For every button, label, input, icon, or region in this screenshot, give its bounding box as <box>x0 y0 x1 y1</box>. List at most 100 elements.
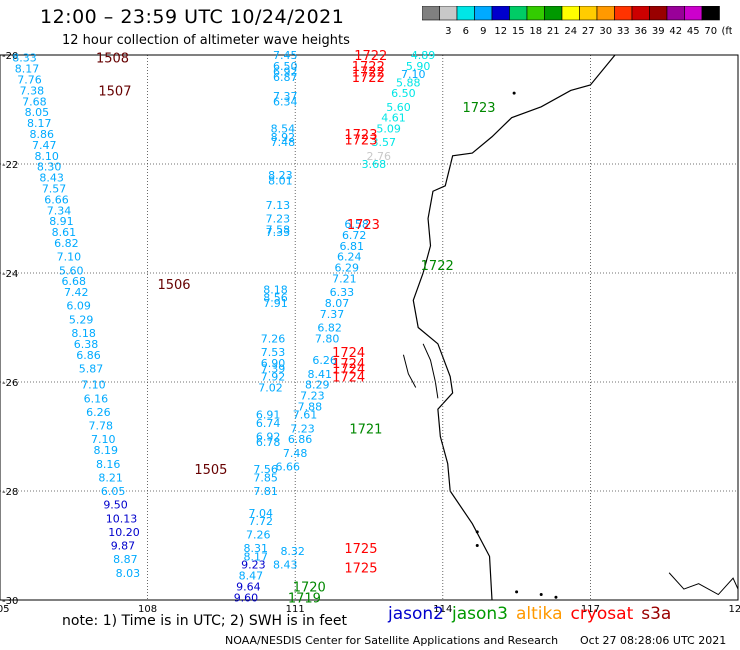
lat-tick-label: -22 <box>2 160 18 171</box>
pass-label: 1723 <box>462 101 495 116</box>
swh-value: 6.72 <box>342 229 367 242</box>
swh-value: 8.18 <box>263 283 288 296</box>
swh-value: 8.05 <box>25 106 49 119</box>
pass-label: 1507 <box>98 84 131 99</box>
swh-value: 8.41 <box>308 368 333 381</box>
swh-value: 6.29 <box>335 262 360 275</box>
swh-value: 9.50 <box>103 499 128 512</box>
satellite-name: jason3 <box>452 604 508 624</box>
swh-value: 7.23 <box>266 213 291 226</box>
swh-value: 8.17 <box>15 63 40 76</box>
legend-tick-label: 21 <box>547 26 560 37</box>
lat-tick-label: -26 <box>2 378 18 389</box>
swh-value: 7.13 <box>266 199 291 212</box>
swh-value: 8.21 <box>98 471 123 484</box>
swh-value: 5.90 <box>406 60 431 73</box>
credit-text: NOAA/NESDIS Center for Satellite Applica… <box>225 634 559 647</box>
swh-value: 6.26 <box>312 354 337 367</box>
swh-value: 6.68 <box>62 275 87 288</box>
swh-value: 7.10 <box>91 433 116 446</box>
swh-value: 8.23 <box>268 169 293 182</box>
lon-tick-label: 120 <box>728 604 740 615</box>
island <box>515 590 519 594</box>
swh-value: 6.92 <box>273 65 298 78</box>
swh-value: 3.68 <box>362 158 387 171</box>
lon-tick-label: 111 <box>286 604 305 615</box>
pass-label: 1505 <box>194 463 227 478</box>
swh-value: 7.39 <box>261 362 286 375</box>
swh-value: 6.58 <box>344 218 369 231</box>
pass-label: 1722 <box>421 259 454 274</box>
australia-coastline <box>412 54 616 601</box>
swh-value: 6.86 <box>76 349 101 362</box>
wave-height-values: 8.338.177.767.387.688.058.178.867.478.10… <box>12 49 435 604</box>
swh-value: 8.29 <box>305 379 330 392</box>
swh-value: 8.32 <box>280 545 305 558</box>
swh-value: 2.76 <box>367 150 392 163</box>
swh-value: 8.87 <box>113 553 138 566</box>
swh-value: 6.92 <box>256 431 281 444</box>
legend-tick-label: 42 <box>669 26 682 37</box>
pass-labels: 1508150715061505172217221722172217231723… <box>96 49 496 606</box>
island <box>554 595 558 599</box>
swh-value: 6.38 <box>74 338 99 351</box>
swh-value: 8.19 <box>93 444 118 457</box>
legend-tick-label: 45 <box>687 26 700 37</box>
coastline <box>402 54 739 601</box>
swh-value: 8.47 <box>239 569 264 582</box>
swh-value: 6.82 <box>317 322 342 335</box>
swh-value: 6.86 <box>288 433 313 446</box>
swh-value: 7.34 <box>47 204 72 217</box>
pass-label: 1722 <box>352 65 385 80</box>
satellite-name: s3a <box>641 604 672 624</box>
legend-tick-label: 12 <box>494 26 507 37</box>
swh-value: 6.16 <box>84 392 109 405</box>
lon-tick-label: 117 <box>581 604 600 615</box>
legend-tick-label: 15 <box>512 26 525 37</box>
pass-label: 1724 <box>332 346 365 361</box>
swh-value: 7.10 <box>401 68 426 81</box>
pass-label: 1720 <box>293 580 326 595</box>
swh-value: 7.23 <box>300 390 325 403</box>
swh-value: 8.10 <box>34 150 59 163</box>
swh-value: 6.24 <box>337 251 362 264</box>
lon-tick-label: 114 <box>433 604 452 615</box>
legend-tick-label: 39 <box>652 26 665 37</box>
pass-label: 1725 <box>344 561 377 576</box>
swh-value: 6.66 <box>44 193 69 206</box>
pass-label: 1723 <box>344 133 377 148</box>
pass-label: 1724 <box>332 362 365 377</box>
swh-value: 8.01 <box>268 174 293 187</box>
legend-swatch <box>701 6 720 21</box>
legend-tick-label: 3 <box>445 26 451 37</box>
swh-value: 8.17 <box>27 117 51 130</box>
swh-value: 10.20 <box>108 526 139 539</box>
swh-value: 7.23 <box>290 422 315 435</box>
legend-tick-label: 9 <box>480 26 486 37</box>
swh-value: 8.33 <box>12 52 37 65</box>
swh-value: 9.64 <box>236 580 261 593</box>
swh-value: 6.34 <box>273 95 298 108</box>
swh-value: 7.81 <box>253 485 278 498</box>
swh-value: 7.42 <box>64 286 89 299</box>
swh-value: 7.76 <box>17 74 42 87</box>
swh-value: 6.91 <box>256 409 281 422</box>
swh-value: 6.26 <box>86 406 111 419</box>
swh-value: 7.85 <box>253 471 278 484</box>
lat-tick-label: -20 <box>2 51 18 62</box>
satellite-legend: jason2 jason3 altika cryosat s3a <box>388 604 679 624</box>
swh-value: 4.61 <box>381 112 406 125</box>
swh-value: 6.74 <box>256 417 281 430</box>
swh-value: 7.78 <box>89 420 114 433</box>
swh-value: 5.09 <box>376 123 401 136</box>
swh-value: 9.87 <box>111 540 136 553</box>
swh-value: 5.60 <box>59 264 84 277</box>
pass-label: 1506 <box>157 278 190 293</box>
pass-label: 1508 <box>96 52 129 67</box>
swh-value: 5.87 <box>79 362 104 375</box>
swh-value: 7.45 <box>273 49 298 62</box>
swh-value: 7.38 <box>20 84 45 97</box>
swh-value: 4.89 <box>411 49 436 62</box>
swh-value: 7.33 <box>266 226 291 239</box>
